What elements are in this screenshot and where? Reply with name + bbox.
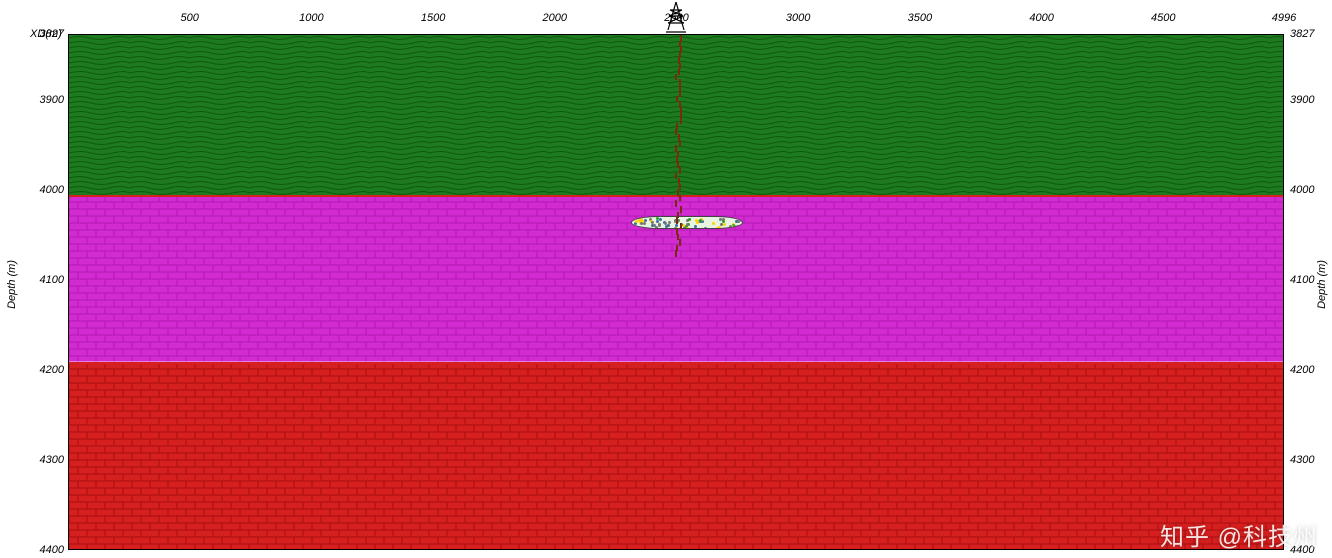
y-axis-label-left: Depth (m): [6, 260, 18, 309]
y-tick: 3827: [32, 28, 64, 40]
layer-boundary-line: [69, 362, 1283, 364]
x-tick: 2500: [664, 12, 688, 24]
y-tick: 3827: [1290, 28, 1314, 40]
y-tick: 4100: [32, 274, 64, 286]
y-tick: 4300: [32, 454, 64, 466]
x-tick-end: 4996: [1272, 12, 1296, 24]
y-tick: 4100: [1290, 274, 1314, 286]
lower-red-layer: [69, 362, 1283, 550]
layer-boundary-line: [69, 195, 1283, 197]
x-tick: 4500: [1151, 12, 1175, 24]
y-tick: 4000: [1290, 184, 1314, 196]
y-tick: 4200: [32, 364, 64, 376]
x-tick: 1000: [299, 12, 323, 24]
y-tick: 4400: [32, 544, 64, 556]
cross-section-figure: XD(m) Depth (m) Depth (m): [0, 0, 1332, 558]
y-tick: 4200: [1290, 364, 1314, 376]
watermark-text: 知乎 @科技州: [1160, 517, 1318, 552]
x-tick: 500: [181, 12, 199, 24]
plot-area: [68, 34, 1284, 550]
x-tick: 2000: [543, 12, 567, 24]
x-tick: 1500: [421, 12, 445, 24]
upper-green-layer: [69, 35, 1283, 195]
y-tick: 3900: [32, 94, 64, 106]
y-tick: 4300: [1290, 454, 1314, 466]
y-tick: 3900: [1290, 94, 1314, 106]
x-tick: 4000: [1029, 12, 1053, 24]
y-tick: 4000: [32, 184, 64, 196]
y-axis-label-right: Depth (m): [1316, 260, 1328, 309]
x-tick: 3500: [908, 12, 932, 24]
fracture-zone: [631, 216, 743, 229]
x-tick: 3000: [786, 12, 810, 24]
